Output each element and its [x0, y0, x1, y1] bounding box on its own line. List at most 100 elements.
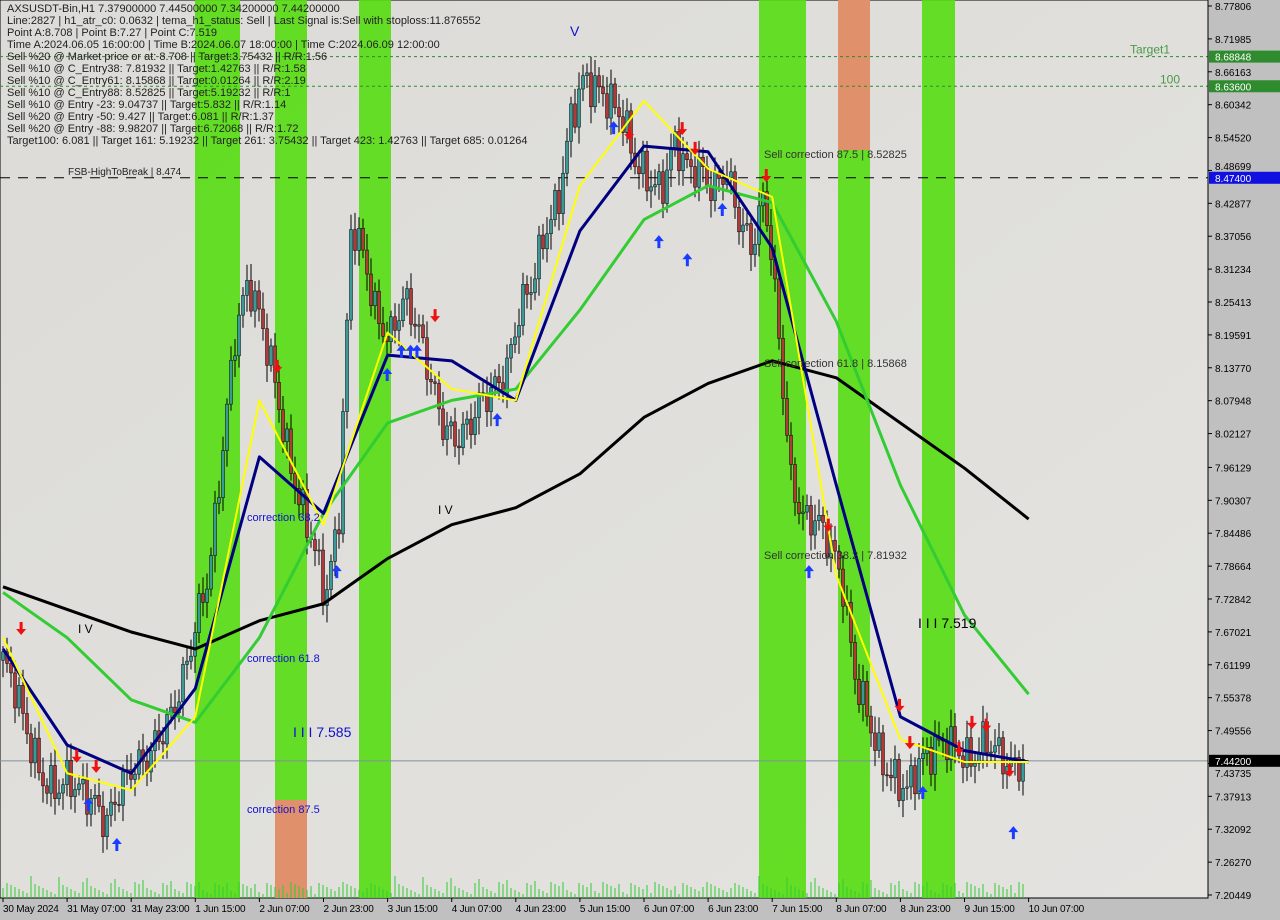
sell-arrow-icon [16, 622, 27, 636]
candle-body [53, 765, 57, 799]
candle-body [545, 233, 549, 250]
x-tick-label: 1 Jun 15:00 [195, 904, 246, 915]
sell-arrow-icon [761, 168, 772, 182]
candle-body [993, 745, 997, 753]
y-tick-label: 7.78664 [1215, 562, 1252, 573]
candle-body [49, 765, 53, 794]
candle-body [513, 336, 517, 345]
candle-body [365, 249, 369, 275]
candle-body [445, 425, 449, 440]
candle-body [261, 308, 265, 329]
info-line: AXSUSDT-Bin,H1 7.37900000 7.44500000 7.3… [7, 3, 340, 15]
candle-body [997, 737, 1001, 747]
buy-arrow-icon [111, 837, 122, 851]
y-tick-label: 8.48699 [1215, 162, 1252, 173]
y-tick-label: 8.77806 [1215, 2, 1252, 13]
candle-body [765, 191, 769, 226]
signal-zone [359, 0, 391, 898]
candle-body [325, 589, 329, 606]
candle-body [885, 774, 889, 777]
info-line: Sell %10 @ C_Entry61: 8.15868 || Target:… [7, 75, 306, 87]
candle-body [237, 314, 241, 357]
candle-body [281, 409, 285, 442]
sell-arrow-icon [91, 759, 102, 773]
candle-body [749, 223, 753, 255]
candle-body [573, 103, 577, 128]
x-tick-label: 3 Jun 15:00 [388, 904, 439, 915]
candle-body [449, 421, 453, 427]
candle-body [437, 383, 441, 410]
price-tag-label: 7.44200 [1215, 757, 1252, 768]
candle-body [517, 325, 521, 338]
candle-body [897, 759, 901, 801]
buy-arrow-icon [331, 565, 342, 579]
candle-body [313, 539, 317, 552]
buy-arrow-icon [382, 367, 393, 381]
candle-body [101, 805, 105, 837]
candle-body [397, 320, 401, 331]
info-line: Sell %20 @ Entry -88: 9.98207 || Target:… [7, 123, 299, 135]
info-line: Sell %10 @ Entry -23: 9.04737 || Target:… [7, 99, 287, 111]
candle-body [221, 450, 225, 498]
sell-arrow-icon [677, 122, 688, 136]
candle-body [601, 86, 605, 94]
candle-body [721, 178, 725, 185]
info-line: Sell %20 @ Market price or at: 8.708 || … [7, 51, 328, 63]
candle-body [621, 116, 625, 133]
candle-body [913, 765, 917, 795]
candle-body [185, 660, 189, 665]
info-line: Point A:8.708 | Point B:7.27 | Point C:7… [7, 27, 217, 39]
candle-body [905, 786, 909, 789]
candle-body [341, 411, 345, 535]
candle-body [429, 379, 433, 383]
candle-body [421, 324, 425, 338]
chart-annotation: correction 61.8 [247, 653, 320, 665]
candle-body [217, 497, 221, 504]
x-tick-label: 31 May 07:00 [67, 904, 126, 915]
candle-body [193, 632, 197, 657]
candle-body [473, 417, 477, 435]
candle-body [13, 672, 17, 709]
candle-body [669, 147, 673, 171]
candle-body [597, 75, 601, 88]
info-line: Sell %20 @ Entry -50: 9.427 || Target:6.… [7, 111, 274, 123]
candle-body [549, 219, 553, 235]
sell-arrow-icon [272, 359, 283, 373]
candle-body [57, 792, 61, 799]
y-tick-label: 7.32092 [1215, 825, 1252, 836]
y-tick-label: 8.71985 [1215, 35, 1252, 46]
y-tick-label: 7.26270 [1215, 858, 1252, 869]
candle-body [205, 588, 209, 603]
candle-body [585, 72, 589, 76]
candle-body [729, 171, 733, 178]
candle-body [25, 713, 29, 735]
candle-body [1021, 759, 1025, 782]
candle-body [77, 783, 81, 790]
candle-body [989, 751, 993, 754]
candle-body [357, 227, 361, 251]
candle-body [61, 784, 65, 794]
price-tag [1209, 50, 1280, 63]
candle-body [665, 169, 669, 204]
candle-body [777, 278, 781, 339]
level-label: Target1 [1130, 43, 1170, 57]
chart-annotation: Sell correction 87.5 | 8.52825 [764, 149, 907, 161]
candle-body [257, 290, 261, 310]
x-tick-label: 10 Jun 07:00 [1029, 904, 1085, 915]
candle-body [81, 778, 85, 785]
candle-body [589, 72, 593, 108]
candle-body [289, 428, 293, 474]
candle-body [461, 423, 465, 449]
candle-body [265, 328, 269, 366]
candle-body [189, 655, 193, 662]
candle-body [797, 502, 801, 514]
candle-body [581, 75, 585, 90]
buy-arrow-icon [405, 344, 416, 358]
candle-body [253, 290, 257, 312]
candle-body [45, 785, 49, 794]
y-tick-label: 7.96129 [1215, 463, 1252, 474]
candle-body [641, 150, 645, 175]
x-tick-label: 2 Jun 07:00 [259, 904, 310, 915]
candle-body [497, 376, 501, 383]
